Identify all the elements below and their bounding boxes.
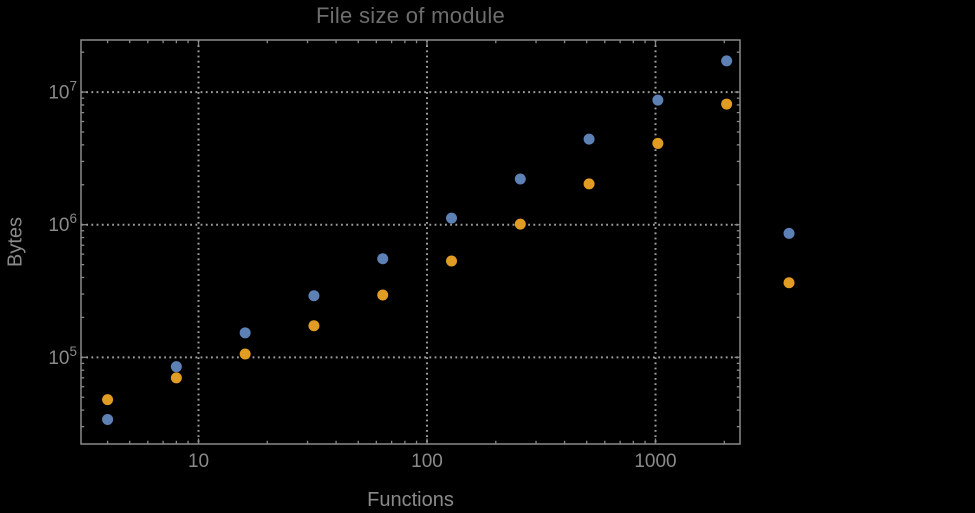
plot-frame [80,39,741,445]
data-point-orange-x128 [446,255,458,267]
data-point-blue-x128 [446,212,458,224]
data-point-orange-x32 [308,320,320,332]
data-point-orange-x4 [102,394,114,406]
data-point-blue-x32 [308,290,320,302]
data-point-orange-x256 [514,218,526,230]
data-point-orange-x16 [239,348,251,360]
data-point-blue-x256 [514,173,526,185]
data-point-blue-x3840 [783,227,795,239]
tick-label-x-100: 100 [411,451,443,472]
data-point-orange-x8 [170,372,182,384]
data-point-orange-x512 [583,178,595,190]
chart-title: File size of module [315,3,506,28]
data-point-blue-x4 [102,413,114,425]
data-point-blue-x1024 [652,94,664,106]
data-point-blue-x2048 [721,55,733,67]
data-point-blue-x16 [239,327,251,339]
data-point-orange-x3840 [783,277,795,289]
data-point-blue-x512 [583,133,595,145]
data-point-blue-x64 [377,253,389,265]
y-axis-label: Bytes [4,216,27,268]
data-point-orange-x64 [377,289,389,301]
tick-label-x-1000: 1000 [634,451,676,472]
tick-label-x-10: 10 [188,451,209,472]
x-axis-label: Functions [367,489,454,511]
tick-label-y-1e5: 105 [48,344,77,369]
data-point-orange-x2048 [721,98,733,110]
data-point-blue-x8 [170,361,182,373]
tick-label-y-1e7: 107 [48,79,77,104]
tick-label-y-1e6: 106 [48,211,77,236]
data-point-orange-x1024 [652,137,664,149]
